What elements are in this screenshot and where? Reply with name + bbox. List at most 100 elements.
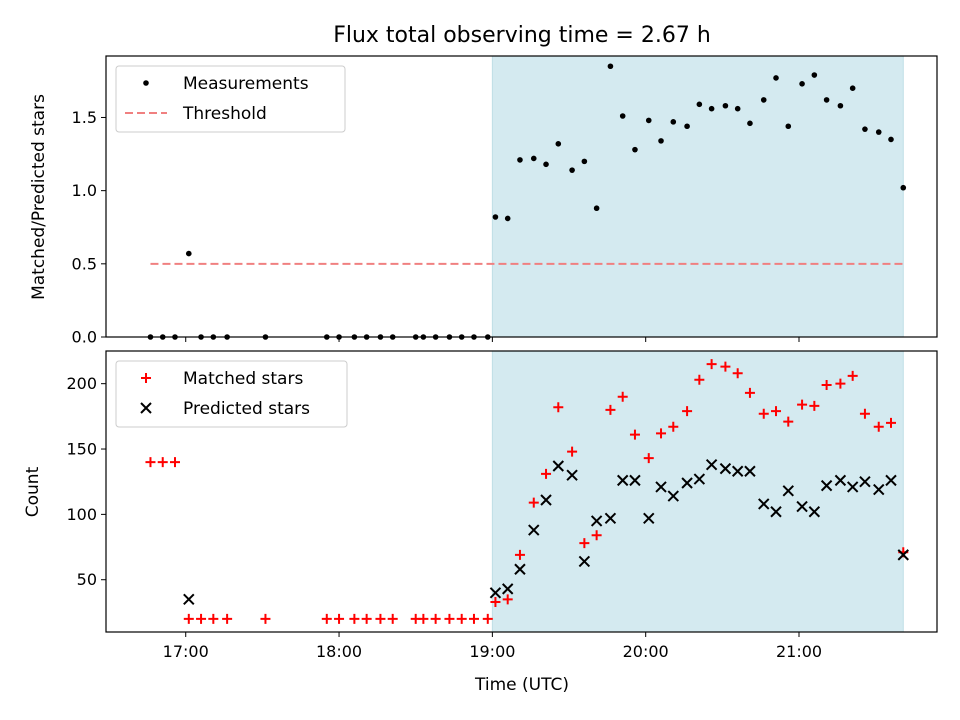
predicted-stars-point — [514, 563, 526, 575]
measurements-point — [823, 97, 830, 103]
predicted-stars-point — [897, 549, 909, 561]
matched-stars-point — [821, 379, 832, 390]
measurements-point — [684, 123, 690, 130]
matched-stars-point — [321, 613, 332, 624]
y-tick-label: 200 — [66, 374, 97, 393]
measurements-point — [581, 158, 588, 165]
legend-label: Matched stars — [183, 369, 303, 389]
matched-stars-point — [387, 613, 398, 624]
measurements-point — [185, 250, 192, 257]
measurements-point — [593, 205, 600, 212]
matched-stars-point — [771, 406, 782, 417]
axes-frame — [105, 55, 938, 338]
predicted-stars-point — [705, 458, 718, 471]
matched-stars-point — [682, 406, 693, 417]
predicted-stars-point — [528, 524, 540, 536]
measurements-point — [773, 75, 779, 81]
matched-stars-point — [579, 538, 590, 549]
matched-stars-point — [835, 378, 846, 389]
measurements-point — [708, 105, 715, 112]
matched-stars-point — [157, 457, 168, 468]
measurements-point — [645, 117, 652, 124]
predicted-stars-point — [873, 483, 885, 496]
matched-stars-point — [468, 613, 479, 624]
legend-label: Predicted stars — [183, 399, 310, 419]
measurements-point — [811, 72, 818, 78]
matched-stars-point — [514, 549, 525, 560]
predicted-stars-point — [643, 512, 655, 525]
predicted-stars-point — [834, 474, 847, 487]
matched-stars-point — [490, 596, 501, 607]
matched-stars-point — [797, 399, 808, 410]
predicted-stars-point — [590, 515, 603, 527]
chart-title: Flux total observing time = 2.67 h — [333, 23, 711, 48]
shaded-observing-span — [491, 350, 904, 633]
legend-label: Measurements — [183, 74, 309, 94]
measurements-point — [785, 123, 792, 130]
y-tick-label: 1.5 — [72, 108, 97, 127]
matched-stars-point — [456, 613, 467, 624]
predicted-stars-point — [629, 474, 641, 487]
matched-stars-point — [629, 429, 640, 440]
predicted-stars-point — [808, 506, 821, 518]
predicted-stars-point — [578, 555, 591, 568]
matched-stars-point — [605, 404, 616, 415]
matched-stars-point — [567, 446, 578, 457]
x-tick-label: 17:00 — [163, 642, 209, 661]
matched-stars-point — [617, 391, 628, 402]
y-tick-label: 1.0 — [72, 181, 97, 200]
predicted-stars-point — [758, 498, 770, 510]
measurements-point — [900, 184, 907, 191]
bottom-y-axis-label: Count — [23, 466, 43, 517]
measurements-point — [760, 97, 767, 103]
predicted-stars-point — [566, 469, 578, 481]
matched-stars-point — [732, 368, 743, 379]
measurements-point — [747, 120, 753, 127]
y-tick-label: 100 — [66, 505, 97, 524]
shaded-observing-span — [491, 55, 904, 338]
data-marks — [147, 63, 907, 340]
measurements-point — [837, 102, 844, 109]
matched-stars-point — [169, 457, 180, 468]
predicted-stars-point — [616, 474, 629, 487]
measurements-point — [722, 102, 729, 109]
matched-stars-point — [591, 530, 602, 541]
measurements-point — [543, 161, 549, 168]
matched-stars-point — [783, 416, 794, 427]
measurements-point — [799, 81, 805, 87]
matched-stars-point — [873, 421, 884, 432]
predicted-stars-point — [693, 473, 706, 485]
matched-stars-point — [859, 408, 870, 419]
legend-marker — [141, 373, 151, 383]
matched-stars-point — [222, 613, 233, 624]
predicted-stars-point — [846, 481, 859, 493]
matched-stars-point — [418, 613, 429, 624]
predicted-stars-point — [183, 593, 195, 606]
measurements-point — [862, 126, 868, 132]
matched-stars-point — [720, 361, 731, 372]
measurements-point — [492, 214, 499, 220]
x-tick-label: 18:00 — [316, 642, 362, 661]
x-tick-label: 20:00 — [623, 642, 669, 661]
y-tick-label: 0.5 — [72, 254, 97, 273]
matched-stars-point — [208, 613, 219, 624]
measurements-point — [619, 113, 626, 119]
top-plot-panel: Matched/Predicted stars 0.0 0.5 1.0 1.5 Meas… — [29, 55, 938, 347]
predicted-stars-point — [859, 475, 871, 488]
matched-stars-point — [656, 428, 667, 439]
y-tick-label: 150 — [66, 440, 97, 459]
x-axis-label: Time (UTC) — [474, 675, 569, 695]
matched-stars-point — [758, 408, 769, 419]
matched-stars-point — [643, 453, 654, 464]
predicted-stars-point — [681, 477, 693, 489]
measurements-point — [504, 215, 511, 222]
measurements-point — [670, 119, 677, 125]
predicted-stars-point — [655, 481, 667, 493]
measurements-point — [569, 167, 575, 173]
predicted-stars-point — [885, 474, 897, 487]
matched-stars-point — [847, 370, 858, 381]
matched-stars-point — [430, 613, 441, 624]
measurements-point — [517, 157, 523, 163]
matched-stars-point — [668, 421, 679, 432]
matched-stars-point — [260, 613, 271, 624]
